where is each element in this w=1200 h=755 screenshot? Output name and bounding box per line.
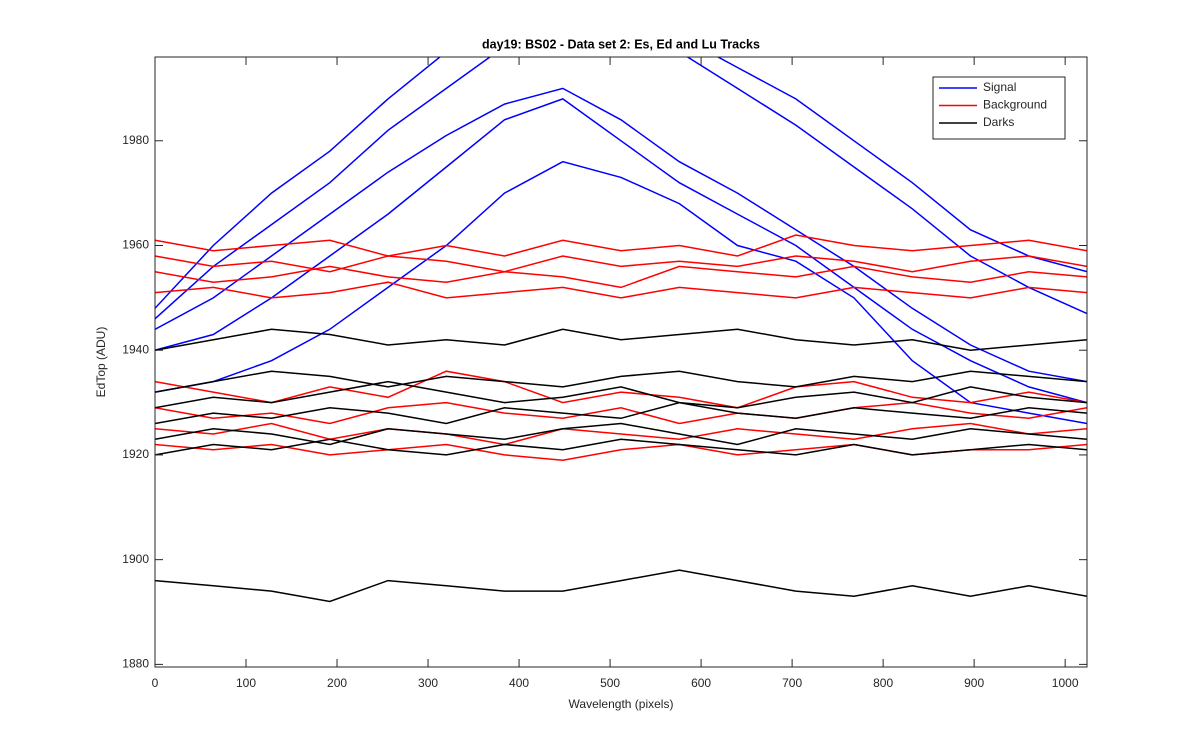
series-line bbox=[155, 160, 1087, 425]
series-line bbox=[155, 422, 1087, 446]
series-line bbox=[155, 234, 1087, 257]
series-line bbox=[155, 380, 1087, 409]
legend-label: Background bbox=[983, 98, 1047, 112]
x-tick-label: 0 bbox=[152, 676, 159, 690]
y-tick-label: 1920 bbox=[122, 447, 149, 461]
x-tick-label: 700 bbox=[782, 676, 802, 690]
x-tick-label: 800 bbox=[873, 676, 893, 690]
y-tick-label: 1980 bbox=[122, 133, 149, 147]
x-tick-label: 400 bbox=[509, 676, 529, 690]
series-line bbox=[155, 569, 1087, 603]
x-axis-label: Wavelength (pixels) bbox=[569, 697, 674, 711]
x-tick-label: 100 bbox=[236, 676, 256, 690]
y-tick-label: 1900 bbox=[122, 552, 149, 566]
x-tick-label: 900 bbox=[964, 676, 984, 690]
y-tick-label: 1940 bbox=[122, 342, 149, 356]
series-line bbox=[155, 255, 1087, 273]
series-line bbox=[155, 370, 1087, 393]
series-line bbox=[155, 422, 1087, 446]
x-tick-label: 200 bbox=[327, 676, 347, 690]
series-line bbox=[155, 438, 1087, 456]
x-tick-label: 300 bbox=[418, 676, 438, 690]
legend-label: Darks bbox=[983, 115, 1014, 129]
plot-area bbox=[155, 57, 1087, 667]
series-line bbox=[155, 328, 1087, 351]
series-line bbox=[155, 57, 1087, 320]
series-line bbox=[155, 401, 1087, 425]
x-tick-label: 1000 bbox=[1052, 676, 1079, 690]
series-line bbox=[155, 87, 1087, 383]
series-line bbox=[155, 281, 1087, 299]
legend-label: Signal bbox=[983, 80, 1016, 94]
series-line bbox=[155, 57, 1087, 309]
axes-box bbox=[154, 56, 1088, 668]
y-axis-label: EdTop (ADU) bbox=[94, 327, 108, 398]
x-tick-label: 600 bbox=[691, 676, 711, 690]
series-line bbox=[155, 370, 1087, 409]
lines-group bbox=[155, 57, 1087, 603]
y-tick-label: 1960 bbox=[122, 238, 149, 252]
series-line bbox=[155, 401, 1087, 425]
chart-title: day19: BS02 - Data set 2: Es, Ed and Lu … bbox=[482, 37, 760, 51]
x-tick-label: 500 bbox=[600, 676, 620, 690]
series-line bbox=[155, 265, 1087, 289]
y-tick-label: 1880 bbox=[122, 657, 149, 671]
